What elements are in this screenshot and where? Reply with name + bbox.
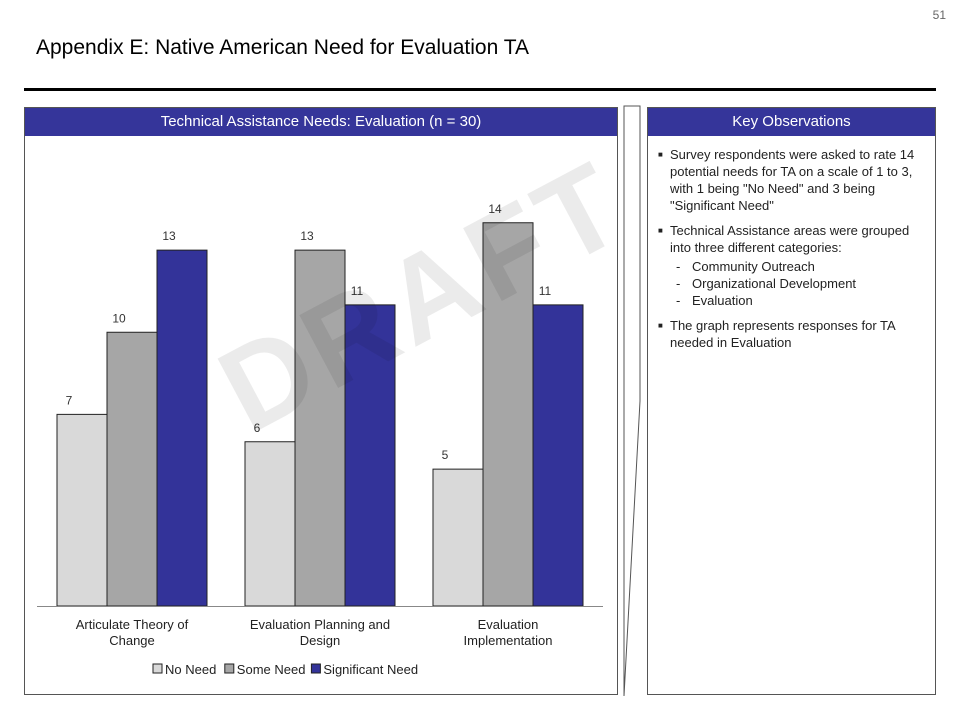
- bar-value-label: 5: [442, 448, 449, 462]
- observation-text: Technical Assistance areas were grouped …: [670, 223, 910, 255]
- square-bullet-icon: ■: [658, 321, 663, 330]
- legend-swatch: [152, 663, 163, 674]
- category-label: Design: [300, 633, 340, 648]
- observations-list: ■ Survey respondents were asked to rate 1…: [654, 146, 928, 359]
- bar-value-label: 11: [351, 284, 364, 298]
- bar: [244, 441, 296, 607]
- observation-subitem-text: Evaluation: [692, 293, 753, 308]
- bar-value-label: 10: [112, 311, 126, 325]
- category-label: Change: [109, 633, 155, 648]
- bar-value-label: 14: [488, 202, 502, 216]
- observation-text-block: The graph represents responses for TA ne…: [670, 317, 928, 351]
- chevron-arrow-icon: [623, 105, 641, 697]
- observations-panel: Key Observations ■ Survey respondents wer…: [647, 107, 936, 695]
- category-label: Evaluation Planning and: [250, 617, 390, 632]
- observation-text-block: Technical Assistance areas were grouped …: [670, 222, 928, 309]
- bar: [532, 304, 584, 607]
- category-label: Articulate Theory of: [76, 617, 189, 632]
- bar: [156, 249, 208, 607]
- bar: [294, 249, 346, 607]
- page-title: Appendix E: Native American Need for Eva…: [36, 36, 529, 59]
- observation-subitem: - Organizational Development: [670, 275, 928, 292]
- observation-item: ■ The graph represents responses for TA n…: [654, 317, 928, 351]
- chart-panel-header: Technical Assistance Needs: Evaluation (…: [25, 108, 617, 136]
- legend-label: Significant Need: [323, 662, 418, 677]
- legend-swatch: [224, 663, 235, 674]
- page-number: 51: [932, 8, 946, 22]
- observation-sublist: - Community Outreach - Organizational Devel…: [670, 258, 928, 309]
- square-bullet-icon: ■: [658, 150, 663, 159]
- observation-item: ■ Survey respondents were asked to rate 1…: [654, 146, 928, 214]
- bar: [482, 222, 534, 607]
- observation-subitem: - Evaluation: [670, 292, 928, 309]
- category-label: Implementation: [464, 633, 553, 648]
- square-bullet-icon: ■: [658, 226, 663, 235]
- dash-bullet-icon: -: [676, 293, 681, 308]
- bar-value-label: 7: [66, 393, 73, 407]
- observation-subitem: - Community Outreach: [670, 258, 928, 275]
- observation-text: The graph represents responses for TA ne…: [670, 318, 895, 350]
- bar-value-label: 13: [300, 229, 314, 243]
- observations-header: Key Observations: [648, 108, 935, 136]
- observation-text: Survey respondents were asked to rate 14…: [670, 147, 915, 213]
- observation-subitem-text: Community Outreach: [692, 259, 815, 274]
- chevron-arrow-shape: [623, 105, 641, 697]
- bar: [344, 304, 396, 607]
- legend-label: Some Need: [237, 662, 306, 677]
- observation-subitem-text: Organizational Development: [692, 276, 857, 291]
- bar-value-label: 11: [539, 284, 552, 298]
- legend-swatch: [310, 663, 321, 674]
- title-divider: [24, 88, 936, 91]
- bar-value-label: 13: [162, 229, 176, 243]
- bar: [432, 468, 484, 607]
- dash-bullet-icon: -: [676, 276, 681, 291]
- bar: [56, 413, 108, 607]
- category-label: Evaluation: [478, 617, 539, 632]
- observation-text-block: Survey respondents were asked to rate 14…: [670, 146, 928, 214]
- chart-panel: Technical Assistance Needs: Evaluation (…: [24, 107, 618, 695]
- bar: [106, 331, 158, 607]
- observation-item: ■ Technical Assistance areas were grouped…: [654, 222, 928, 309]
- bar-value-label: 6: [254, 421, 261, 435]
- legend-label: No Need: [165, 662, 216, 677]
- dash-bullet-icon: -: [676, 259, 681, 274]
